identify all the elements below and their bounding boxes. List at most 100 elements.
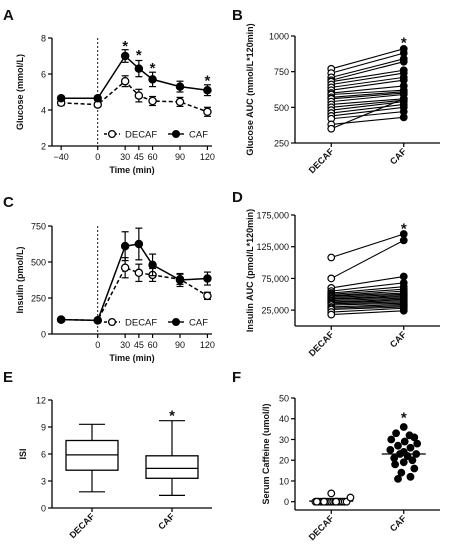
pair-line — [331, 93, 404, 103]
pair-line — [331, 92, 404, 100]
pair-line — [331, 52, 404, 74]
y-axis-label: Insulin AUC (pmol/L*120min) — [245, 209, 255, 332]
series-line-caf — [61, 54, 208, 100]
data-point-decaf — [327, 274, 336, 283]
x-tick-label: DECAF — [67, 511, 96, 540]
data-point-decaf — [320, 497, 328, 506]
y-axis-label: Glucose AUC (mmol/L*120min) — [245, 23, 255, 155]
box-caf — [145, 455, 199, 479]
pair-line — [331, 76, 404, 88]
y-tick-label: 750 — [274, 67, 289, 77]
y-tick-label: 750 — [31, 222, 46, 232]
data-point-decaf — [327, 253, 336, 262]
x-tick-label: −40 — [54, 152, 69, 162]
panel-letter: A — [3, 7, 14, 24]
panel-letter: B — [232, 7, 243, 24]
y-tick-label: 40 — [279, 414, 289, 424]
y-tick-label: 1000 — [269, 32, 289, 42]
y-tick-label: 10 — [279, 476, 289, 486]
pair-line — [331, 233, 404, 259]
data-point-decaf — [327, 489, 336, 498]
y-tick-label: 9 — [41, 423, 46, 433]
x-tick-label: CAF — [156, 511, 177, 532]
pair-line — [331, 116, 404, 126]
pair-line — [331, 292, 404, 297]
data-point-caf — [390, 454, 399, 463]
pair-line — [331, 296, 404, 300]
y-tick-label: 0 — [41, 330, 46, 340]
pair-line — [331, 61, 404, 81]
data-point-decaf — [332, 497, 340, 506]
panel-letter: C — [3, 194, 14, 211]
data-point-caf — [120, 51, 130, 61]
y-tick-label: 0 — [41, 504, 46, 514]
data-point-decaf — [346, 493, 355, 502]
x-tick-label: 30 — [120, 340, 130, 350]
data-point-caf — [394, 474, 402, 483]
x-tick-label: 60 — [148, 340, 158, 350]
pair-line — [331, 305, 404, 309]
y-axis-label: Serum Caffeine (umol/l) — [261, 403, 271, 504]
pair-line — [331, 69, 404, 83]
data-point-decaf — [134, 268, 144, 278]
data-point-caf — [120, 241, 130, 251]
panel-letter: E — [3, 369, 13, 386]
data-point-caf — [406, 443, 415, 452]
data-point-caf — [408, 456, 417, 465]
x-tick-label: 0 — [95, 340, 100, 350]
data-point-decaf — [175, 97, 185, 107]
data-point-decaf — [203, 107, 212, 117]
data-point-caf — [410, 464, 419, 473]
pair-line — [331, 103, 404, 114]
data-point-decaf — [134, 91, 144, 100]
data-point-caf — [387, 435, 396, 444]
legend-marker — [171, 317, 181, 327]
pair-line — [331, 91, 404, 98]
data-point-caf — [386, 445, 395, 454]
y-tick-label: 8 — [41, 34, 46, 44]
pair-line — [331, 288, 404, 295]
x-tick-label: DECAF — [307, 329, 336, 358]
y-tick-label: 6 — [41, 70, 46, 80]
significance-star: * — [401, 221, 407, 238]
data-point-caf — [93, 94, 102, 103]
pair-line — [331, 310, 404, 316]
significance-star: * — [136, 47, 142, 64]
legend-label-decaf: DECAF — [125, 318, 157, 329]
data-point-caf — [394, 441, 402, 450]
legend-marker — [107, 317, 117, 327]
pair-line — [330, 239, 405, 279]
pair-line — [331, 111, 404, 120]
x-axis-label: Time (min) — [109, 353, 154, 363]
x-tick-label: 120 — [200, 340, 215, 350]
pair-line — [331, 48, 404, 70]
data-point-caf — [399, 57, 408, 66]
x-tick-label: CAF — [388, 146, 409, 167]
data-point-caf — [410, 433, 419, 442]
data-point-decaf — [312, 497, 321, 506]
data-point-decaf — [327, 310, 336, 319]
x-tick-label: 90 — [175, 340, 185, 350]
x-tick-label: 45 — [134, 152, 144, 162]
pair-line — [331, 282, 404, 292]
data-point-caf — [392, 429, 400, 438]
pair-line — [331, 302, 404, 306]
pair-line — [331, 301, 404, 305]
x-tick-label: 0 — [95, 152, 100, 162]
significance-star: * — [401, 35, 407, 52]
legend-label-decaf: DECAF — [125, 130, 157, 141]
pair-line — [331, 106, 404, 117]
legend-label-caf: CAF — [189, 318, 208, 329]
significance-star: * — [401, 410, 407, 427]
y-tick-label: 500 — [31, 258, 46, 268]
pair-line — [331, 297, 404, 302]
data-point-caf — [399, 113, 408, 122]
y-tick-label: 4 — [41, 106, 46, 116]
data-point-caf — [397, 468, 406, 477]
x-tick-label: DECAF — [307, 513, 336, 542]
data-point-caf — [175, 82, 185, 91]
pair-line — [331, 79, 404, 91]
panel-letter: F — [232, 369, 241, 386]
pair-line — [331, 290, 404, 297]
